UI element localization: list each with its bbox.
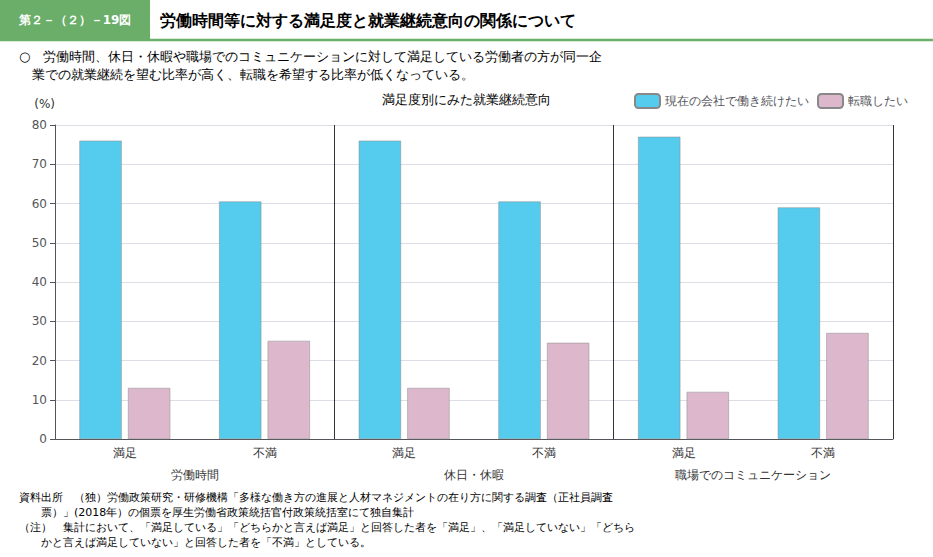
svg-text:転職したい: 転職したい <box>848 94 908 108</box>
svg-text:不満: 不満 <box>253 446 277 460</box>
svg-text:不満: 不満 <box>532 446 556 460</box>
svg-text:0: 0 <box>39 432 47 446</box>
svg-text:休日・休暇: 休日・休暇 <box>444 468 504 482</box>
svg-text:50: 50 <box>32 236 47 250</box>
svg-text:満足: 満足 <box>113 446 137 460</box>
svg-text:30: 30 <box>32 314 47 328</box>
svg-text:現在の会社で働き続けたい: 現在の会社で働き続けたい <box>665 94 809 108</box>
svg-text:20: 20 <box>32 354 47 368</box>
svg-text:満足度別にみた就業継続意向: 満足度別にみた就業継続意向 <box>382 92 551 107</box>
svg-text:70: 70 <box>32 157 47 171</box>
svg-text:不満: 不満 <box>811 446 835 460</box>
svg-text:(%): (%) <box>34 97 55 111</box>
svg-text:満足: 満足 <box>392 446 416 460</box>
svg-text:10: 10 <box>32 393 47 407</box>
svg-text:満足: 満足 <box>672 446 696 460</box>
svg-text:（注） 集計において、「満足している」「どちらかと言えば満足: （注） 集計において、「満足している」「どちらかと言えば満足」と回答した者を「満… <box>19 521 635 534</box>
svg-text:第２－（２）－19図: 第２－（２）－19図 <box>18 13 132 27</box>
svg-text:80: 80 <box>32 118 47 132</box>
svg-text:○ 労働時間、休日・休暇や職場でのコミュニケーションに対して: ○ 労働時間、休日・休暇や職場でのコミュニケーションに対して満足している労働者の… <box>19 49 602 64</box>
svg-text:かと言えば満足していない」と回答した者を「不満」としている。: かと言えば満足していない」と回答した者を「不満」としている。 <box>19 536 371 549</box>
svg-text:労働時間: 労働時間 <box>171 468 219 482</box>
svg-text:60: 60 <box>32 197 47 211</box>
svg-text:職場でのコミュニケーション: 職場でのコミュニケーション <box>675 468 831 482</box>
svg-text:労働時間等に対する満足度と就業継続意向の関係について: 労働時間等に対する満足度と就業継続意向の関係について <box>160 11 576 30</box>
svg-text:資料出所 （独）労働政策研究・研修機構「多様な働き方の進展と: 資料出所 （独）労働政策研究・研修機構「多様な働き方の進展と人材マネジメントの在… <box>19 491 613 504</box>
svg-text:票）」(2018年）の個票を厚生労働省政策統括官付政策統括室: 票）」(2018年）の個票を厚生労働省政策統括官付政策統括室にて独自集計 <box>19 506 414 519</box>
svg-text:40: 40 <box>32 275 47 289</box>
svg-text:業での就業継続を望む比率が高く、転職を希望する比率が低くなっ: 業での就業継続を望む比率が高く、転職を希望する比率が低くなっている。 <box>19 67 474 82</box>
